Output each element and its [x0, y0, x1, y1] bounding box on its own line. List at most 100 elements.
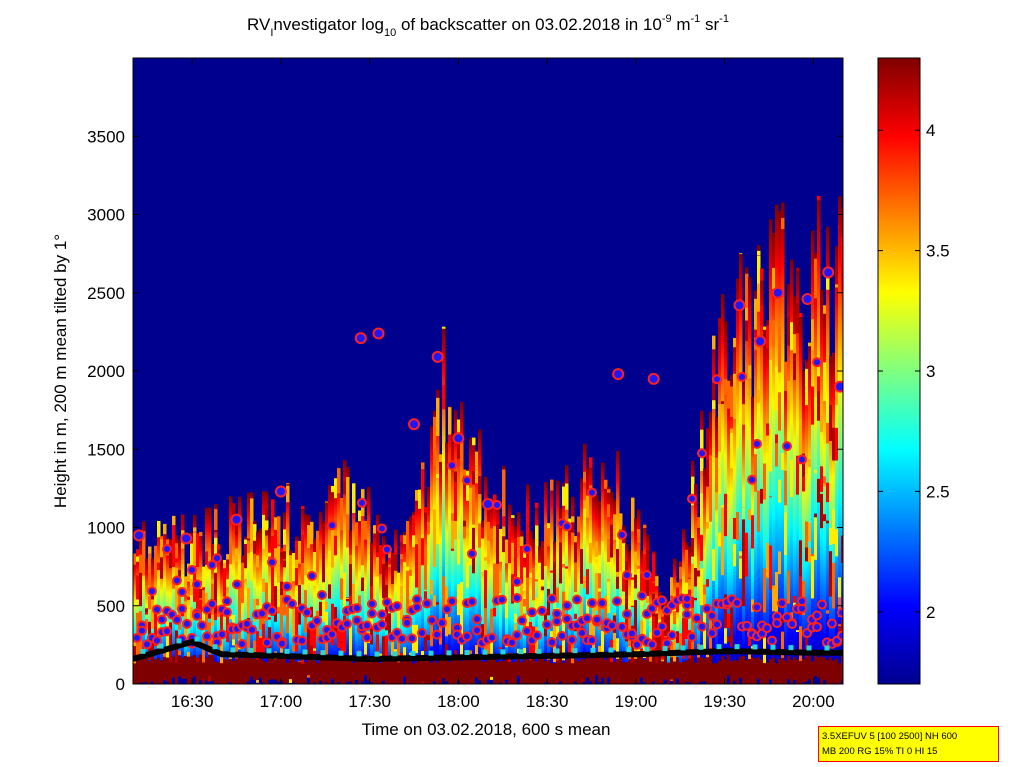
- backscatter-cell: [454, 482, 458, 521]
- ground-layer-cell: [694, 662, 698, 684]
- backscatter-column: [613, 499, 617, 684]
- backscatter-cell: [673, 633, 677, 665]
- low-cloud-marker: [662, 646, 668, 652]
- ground-layer-cell: [364, 654, 368, 676]
- backscatter-cell: [523, 548, 527, 558]
- backscatter-cell: [151, 595, 155, 600]
- ground-layer-cell: [574, 659, 578, 682]
- backscatter-cell: [250, 498, 254, 544]
- backscatter-cell: [535, 626, 539, 659]
- backscatter-cell: [442, 326, 446, 329]
- backscatter-cell: [739, 253, 743, 254]
- backscatter-column: [232, 503, 236, 684]
- backscatter-cell: [535, 525, 539, 563]
- cloud-base-marker: [592, 614, 602, 625]
- backscatter-cell: [250, 498, 254, 506]
- backscatter-cell: [475, 645, 479, 661]
- backscatter-column: [802, 370, 806, 684]
- backscatter-cell: [385, 584, 389, 631]
- cloud-base-marker: [447, 596, 457, 607]
- ground-layer-cell: [820, 656, 824, 684]
- backscatter-column: [610, 492, 614, 684]
- cloud-base-marker: [342, 618, 352, 629]
- backscatter-cell: [595, 541, 599, 557]
- backscatter-column: [301, 506, 305, 684]
- ground-layer-cell: [691, 656, 695, 684]
- backscatter-cell: [598, 591, 602, 630]
- cloud-base-marker: [537, 605, 547, 616]
- ground-layer-cell: [331, 657, 335, 679]
- ground-layer-cell: [142, 657, 146, 683]
- ground-layer-cell: [520, 662, 524, 684]
- cloud-base-marker: [687, 493, 697, 504]
- ground-layer-cell: [214, 661, 218, 684]
- backscatter-cell: [469, 532, 473, 566]
- ground-layer-cell: [373, 661, 377, 684]
- backscatter-cell: [700, 568, 704, 606]
- cloud-base-marker: [462, 475, 472, 486]
- backscatter-cell: [775, 366, 779, 411]
- backscatter-cell: [340, 628, 344, 664]
- low-cloud-marker: [194, 636, 200, 642]
- title-part-5: of backscatter on 03.02.2018 in 10: [396, 15, 662, 34]
- backscatter-cell: [154, 608, 158, 646]
- backscatter-cell: [268, 617, 272, 620]
- ground-layer-cell: [310, 660, 314, 684]
- backscatter-cell: [712, 382, 716, 409]
- cloud-base-marker: [742, 620, 752, 631]
- ground-layer-cell: [616, 658, 620, 684]
- ground-layer-cell: [349, 656, 353, 682]
- cloud-base-marker: [622, 609, 632, 620]
- backscatter-column: [445, 442, 449, 684]
- backscatter-cell: [826, 278, 830, 290]
- ground-layer-cell: [757, 657, 761, 679]
- backscatter-column: [706, 428, 710, 684]
- low-cloud-marker: [284, 648, 290, 654]
- backscatter-cell: [388, 557, 392, 565]
- backscatter-cell: [157, 520, 161, 538]
- backscatter-cell: [346, 597, 350, 599]
- backscatter-cell: [550, 570, 554, 573]
- cloud-base-marker: [812, 621, 822, 632]
- cloud-base-marker: [622, 570, 632, 581]
- ground-layer-cell: [361, 656, 365, 682]
- backscatter-cell: [436, 473, 440, 478]
- backscatter-column: [592, 490, 596, 684]
- backscatter-cell: [814, 469, 818, 474]
- backscatter-cell: [487, 635, 491, 669]
- backscatter-cell: [328, 572, 332, 599]
- backscatter-cell: [187, 596, 191, 600]
- cloud-base-marker: [697, 448, 707, 459]
- backscatter-cell: [748, 635, 752, 647]
- backscatter-cell: [511, 542, 515, 575]
- ground-layer-cell: [286, 662, 290, 684]
- backscatter-cell: [436, 397, 440, 437]
- ground-layer-cell: [637, 655, 641, 684]
- cloud-base-marker: [427, 615, 437, 626]
- info-line-1: 3.5XEFUV 5 [100 2500] NH 600: [822, 731, 958, 742]
- backscatter-cell: [808, 458, 812, 468]
- ground-layer-cell: [238, 658, 242, 684]
- cloud-base-marker: [247, 624, 257, 635]
- backscatter-cell: [337, 468, 341, 494]
- cloud-base-marker: [617, 621, 627, 632]
- backscatter-cell: [556, 587, 560, 603]
- cloud-base-marker: [422, 598, 432, 609]
- backscatter-cell: [757, 255, 761, 284]
- backscatter-column: [529, 530, 533, 684]
- backscatter-cell: [466, 470, 470, 501]
- ground-layer-cell: [484, 661, 488, 684]
- backscatter-cell: [304, 564, 308, 576]
- backscatter-cell: [826, 610, 830, 614]
- low-cloud-marker: [518, 649, 524, 655]
- backscatter-cell: [403, 535, 407, 545]
- backscatter-cell: [676, 587, 680, 603]
- backscatter-cell: [316, 552, 320, 566]
- backscatter-cell: [691, 538, 695, 557]
- low-cloud-marker: [392, 651, 398, 657]
- backscatter-column: [310, 521, 314, 684]
- low-cloud-marker: [302, 649, 308, 655]
- backscatter-cell: [700, 534, 704, 561]
- cloud-base-marker: [202, 631, 212, 642]
